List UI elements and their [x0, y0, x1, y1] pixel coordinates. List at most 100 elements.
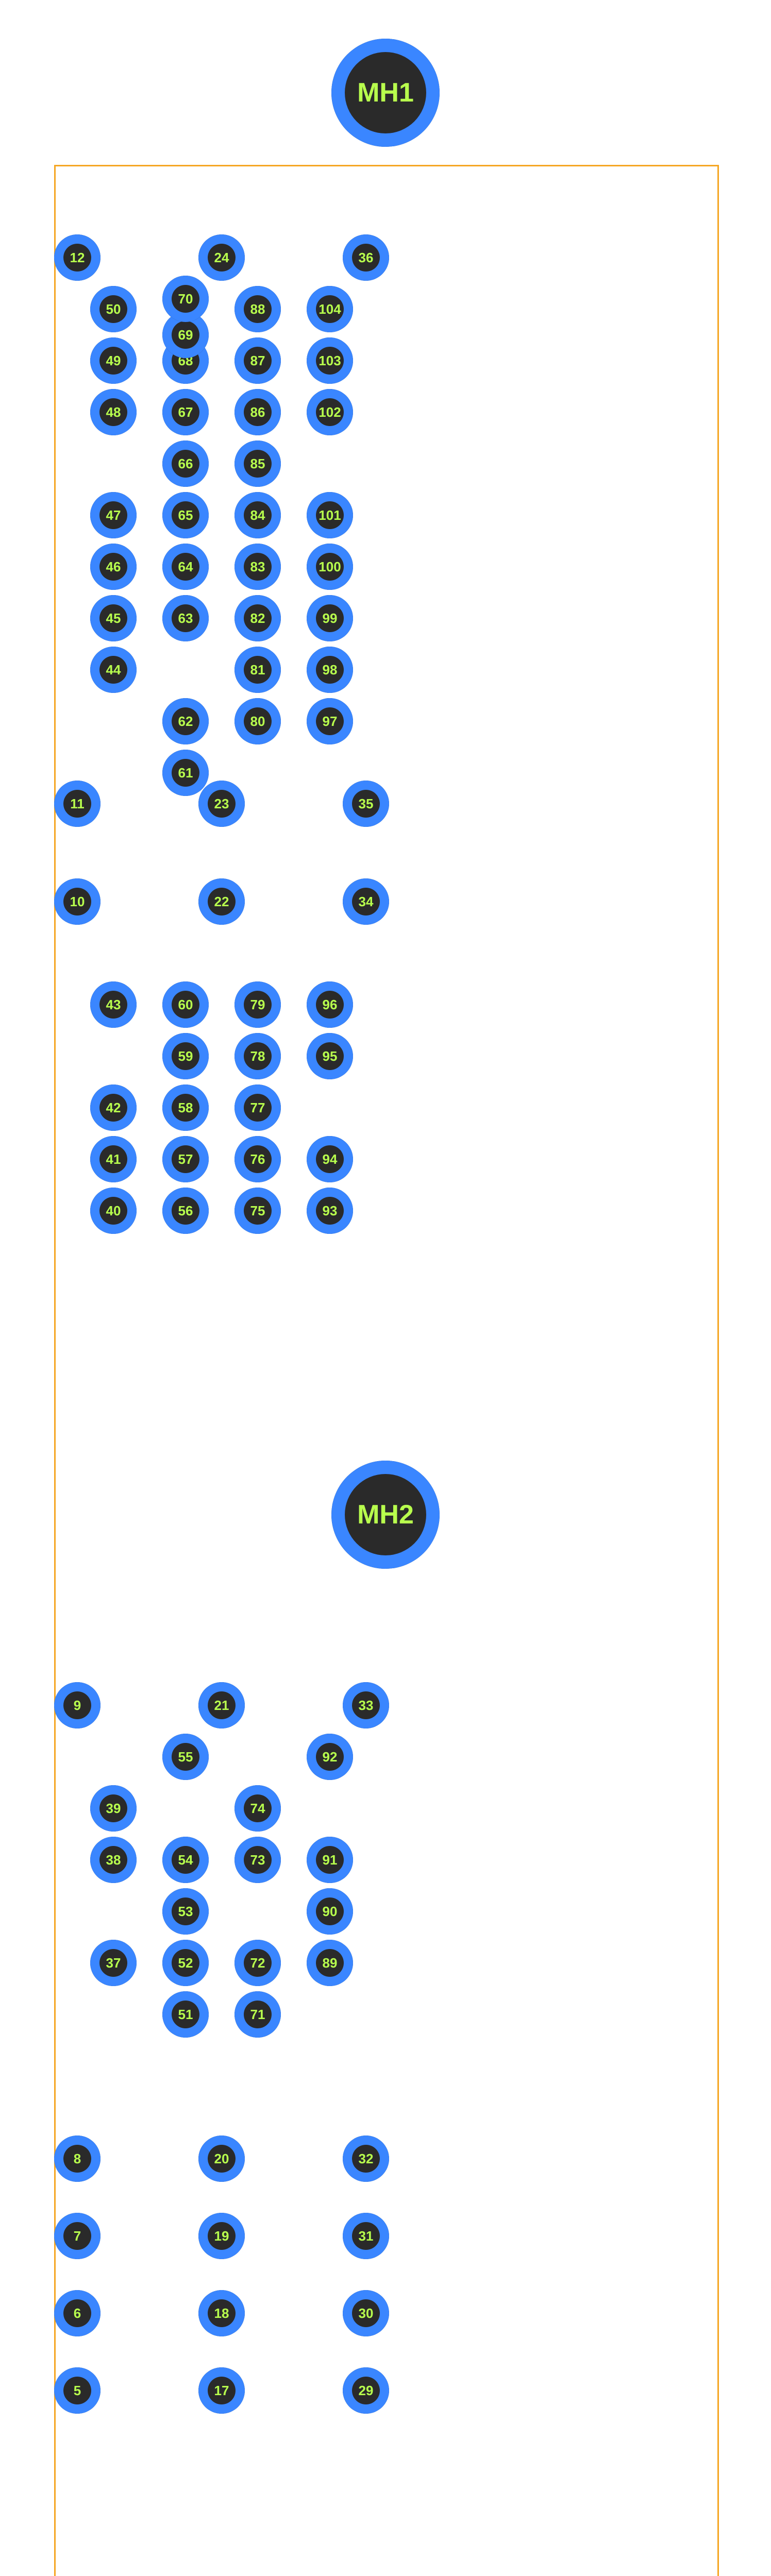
pad-label: 30: [359, 2306, 374, 2321]
pad: 91: [307, 1837, 353, 1883]
pad-label: 104: [319, 301, 341, 317]
pad-label: 32: [359, 2151, 374, 2167]
pad: 43: [90, 981, 137, 1028]
pad: 63: [162, 595, 209, 641]
pad-label: 73: [250, 1852, 265, 1868]
pad: 74: [234, 1785, 281, 1832]
pad: 23: [198, 781, 245, 827]
pad-label: 29: [359, 2383, 374, 2399]
pad: 51: [162, 1991, 209, 2038]
pad: 50: [90, 286, 137, 332]
pad: 39: [90, 1785, 137, 1832]
pad-label: 52: [178, 1955, 193, 1971]
pad: 94: [307, 1136, 353, 1182]
pad-label: 61: [178, 765, 193, 781]
pad-label: 97: [323, 714, 338, 730]
pad-label: 63: [178, 611, 193, 626]
pad: 101: [307, 492, 353, 538]
pad: 35: [343, 781, 389, 827]
pad-label: 31: [359, 2228, 374, 2244]
pad: 7: [54, 2213, 100, 2259]
pad-label: 85: [250, 456, 265, 472]
pad: 100: [307, 544, 353, 590]
pad: 12: [54, 234, 100, 281]
pad: 38: [90, 1837, 137, 1883]
pad-label: 42: [106, 1100, 121, 1116]
pad-label: 33: [359, 1698, 374, 1714]
pad-label: 58: [178, 1100, 193, 1116]
pad-label: 59: [178, 1048, 193, 1064]
pad-label: 18: [214, 2306, 229, 2321]
pad: 56: [162, 1188, 209, 1234]
pad: 97: [307, 698, 353, 744]
pad: 47: [90, 492, 137, 538]
pad-label: 100: [319, 559, 341, 575]
pad: 76: [234, 1136, 281, 1182]
pad-label: 6: [74, 2306, 81, 2321]
pad-label: 101: [319, 507, 341, 523]
mounting-hole: MH1: [331, 39, 440, 147]
pad-label: 78: [250, 1048, 265, 1064]
pad: 46: [90, 544, 137, 590]
pad-label: 99: [323, 611, 338, 626]
pad: 29: [343, 2367, 389, 2414]
pad-label: 46: [106, 559, 121, 575]
pad-label: 102: [319, 404, 341, 420]
pad-label: 77: [250, 1100, 265, 1116]
pad: 18: [198, 2290, 245, 2336]
pad: 11: [54, 781, 100, 827]
pad-label: 62: [178, 714, 193, 730]
pad: 57: [162, 1136, 209, 1182]
pad-label: 55: [178, 1749, 193, 1765]
pad-label: 20: [214, 2151, 229, 2167]
pad-label: 12: [70, 250, 85, 266]
pad: 32: [343, 2136, 389, 2182]
pad-label: 103: [319, 353, 341, 369]
pad-label: 35: [359, 796, 374, 812]
pad: 40: [90, 1188, 137, 1234]
pad-label: 37: [106, 1955, 121, 1971]
pad-label: 76: [250, 1151, 265, 1167]
pad: 93: [307, 1188, 353, 1234]
pad-label: 56: [178, 1203, 193, 1219]
pad-label: 95: [323, 1048, 338, 1064]
pad: 33: [343, 1682, 389, 1728]
pad: 36: [343, 234, 389, 281]
pad: 42: [90, 1084, 137, 1131]
pad-label: 19: [214, 2228, 229, 2244]
pad-label: 70: [178, 291, 193, 307]
pad-label: 60: [178, 997, 193, 1013]
pad-label: 75: [250, 1203, 265, 1219]
pad: 89: [307, 1940, 353, 1986]
pad: 19: [198, 2213, 245, 2259]
pad-label: 43: [106, 997, 121, 1013]
pad-label: 34: [359, 894, 374, 910]
pad: 85: [234, 440, 281, 487]
pad: 79: [234, 981, 281, 1028]
pad-label: 91: [323, 1852, 338, 1868]
pad: 30: [343, 2290, 389, 2336]
pad-label: 79: [250, 997, 265, 1013]
pad: 24: [198, 234, 245, 281]
pad-label: 24: [214, 250, 229, 266]
pad-label: 48: [106, 404, 121, 420]
pad: 31: [343, 2213, 389, 2259]
pad: 34: [343, 878, 389, 925]
pad-label: 84: [250, 507, 265, 523]
pad: 48: [90, 389, 137, 435]
pad-label: 94: [323, 1151, 338, 1167]
pad-label: 98: [323, 662, 338, 678]
pad-label: 40: [106, 1203, 121, 1219]
pad: 8: [54, 2136, 100, 2182]
pad-label: 82: [250, 611, 265, 626]
pad: 77: [234, 1084, 281, 1131]
pad-label: 50: [106, 301, 121, 317]
pad-label: 67: [178, 404, 193, 420]
pad-label: 45: [106, 611, 121, 626]
pad-label: 38: [106, 1852, 121, 1868]
pad: 70: [162, 276, 209, 322]
pad-label: 90: [323, 1904, 338, 1920]
pad-label: 8: [74, 2151, 81, 2167]
pad-label: 74: [250, 1801, 265, 1817]
pad: 86: [234, 389, 281, 435]
